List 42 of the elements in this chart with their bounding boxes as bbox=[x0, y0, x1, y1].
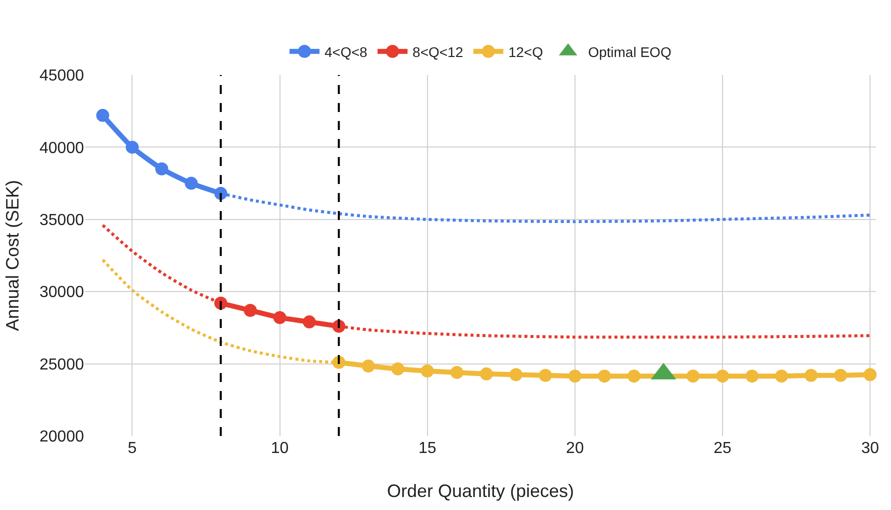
point bbox=[273, 311, 286, 324]
point bbox=[450, 366, 464, 379]
point bbox=[509, 368, 522, 382]
point bbox=[598, 370, 611, 383]
point bbox=[686, 370, 700, 383]
x-tick-label: 20 bbox=[566, 440, 584, 457]
y-tick-label: 20000 bbox=[40, 428, 84, 446]
legend-label: 4<Q<8 bbox=[324, 44, 368, 60]
point bbox=[864, 368, 877, 382]
point bbox=[804, 368, 818, 382]
point bbox=[775, 370, 788, 383]
y-tick-label: 30000 bbox=[40, 284, 84, 302]
x-tick-label: 15 bbox=[418, 440, 436, 457]
point bbox=[627, 370, 640, 383]
point bbox=[126, 140, 139, 154]
legend-label: 8<Q<12 bbox=[412, 44, 464, 60]
point bbox=[834, 368, 848, 382]
point bbox=[155, 162, 168, 176]
y-tick-label: 40000 bbox=[40, 140, 84, 157]
x-tick-label: 10 bbox=[270, 440, 289, 457]
x-tick-label: 5 bbox=[128, 440, 137, 457]
point bbox=[568, 370, 582, 383]
point bbox=[96, 108, 110, 122]
x-tick-label: 25 bbox=[714, 440, 732, 457]
y-tick-label: 45000 bbox=[40, 68, 84, 85]
y-tick-label: 35000 bbox=[40, 212, 84, 229]
x-axis-title: Order Quantity (pieces) bbox=[386, 481, 574, 502]
point bbox=[480, 367, 493, 380]
y-tick-label: 25000 bbox=[40, 356, 84, 374]
y-axis-title: Annual Cost (SEK) bbox=[2, 180, 23, 332]
legend-label: Optimal EOQ bbox=[588, 44, 672, 60]
point bbox=[244, 304, 257, 317]
point bbox=[420, 364, 434, 378]
point bbox=[362, 359, 375, 372]
point bbox=[391, 362, 404, 376]
legend-label: 12<Q bbox=[508, 44, 544, 60]
point bbox=[538, 368, 552, 382]
x-tick-label: 30 bbox=[861, 440, 880, 457]
point bbox=[716, 370, 730, 383]
point bbox=[746, 370, 759, 383]
point bbox=[302, 315, 316, 328]
point bbox=[184, 176, 198, 190]
